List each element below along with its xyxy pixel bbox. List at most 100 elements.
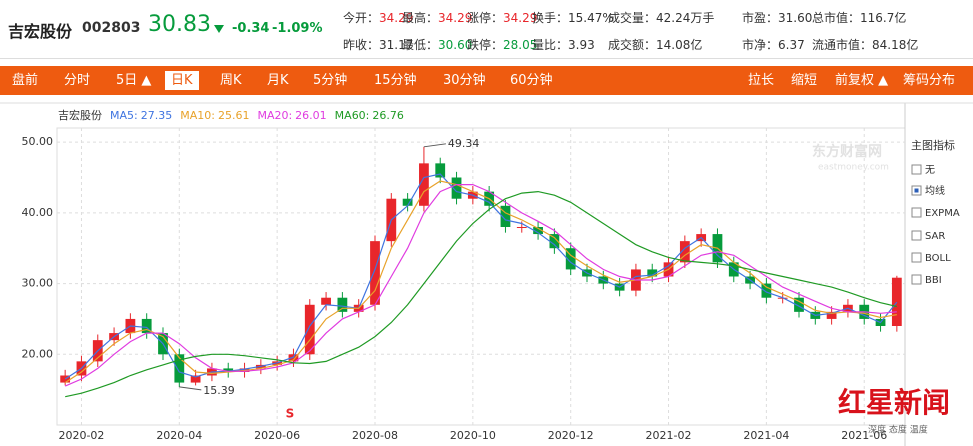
- legend-name: MA20:: [257, 109, 292, 122]
- stat-value: 31.17: [379, 38, 414, 52]
- y-tick-label: 30.00: [22, 277, 54, 290]
- stat-label: 涨停：: [467, 11, 504, 25]
- side-option: EXPMA: [925, 208, 960, 219]
- stat: 昨收：31.17: [343, 36, 413, 53]
- checkbox[interactable]: [911, 230, 922, 241]
- toolbar-button[interactable]: 前复权 ▲: [835, 73, 889, 88]
- legend-value: 27.35: [141, 109, 173, 122]
- toolbar-tab[interactable]: 盘前: [12, 73, 39, 88]
- stock-name: 吉宏股份: [8, 22, 73, 41]
- stat-value: 116.7亿: [860, 11, 907, 25]
- candle-body: [141, 318, 152, 334]
- toolbar-tab[interactable]: 15分钟: [374, 73, 417, 88]
- toolbar-tab[interactable]: 60分钟: [510, 73, 553, 88]
- stat-value: 6.37: [778, 38, 805, 52]
- candle-body: [190, 375, 201, 383]
- x-tick-label: 2020-10: [450, 429, 496, 442]
- candle-body: [125, 318, 136, 334]
- toolbar-tab[interactable]: 周K: [220, 73, 242, 88]
- candle-body: [565, 248, 576, 270]
- legend: 吉宏股份 MA5: 27.35 MA10: 25.61 MA20: 26.01 MA60: 26…: [58, 108, 404, 122]
- watermark-url: eastmoney.com: [818, 163, 889, 173]
- candle-body: [223, 368, 234, 372]
- candle-body: [598, 276, 609, 284]
- candle-body: [92, 340, 103, 362]
- watermark: 东方财富网: [812, 143, 882, 160]
- stat-value: 30.60: [438, 38, 473, 52]
- side-option: BOLL: [925, 253, 951, 264]
- stat: 成交额：14.08亿: [608, 36, 702, 53]
- stat: 市盈：31.60: [742, 9, 812, 26]
- stat-label: 昨收：: [343, 38, 380, 52]
- stat-label: 总市值：: [812, 11, 861, 25]
- toolbar-button[interactable]: 拉长: [748, 73, 775, 88]
- candle-body: [174, 354, 185, 383]
- checkbox[interactable]: [911, 164, 922, 175]
- stat: 流通市值：84.18亿: [812, 36, 918, 53]
- candle-body: [272, 361, 283, 365]
- stat-value: 31.60: [778, 11, 813, 25]
- stat-value: 3.93: [568, 38, 595, 52]
- candle-body: [582, 269, 592, 277]
- toolbar-tab[interactable]: 月K: [267, 73, 289, 88]
- stat-label: 成交额：: [608, 38, 657, 52]
- candle-body: [631, 269, 641, 291]
- candle-body: [712, 234, 723, 263]
- legend-name: MA60:: [335, 109, 370, 122]
- candle-body: [386, 198, 397, 242]
- price: 30.83: [148, 12, 211, 37]
- stat-value: 15.47%: [568, 11, 614, 25]
- x-tick-label: 2020-02: [58, 429, 104, 442]
- checkbox[interactable]: [911, 274, 922, 285]
- toolbar-tab[interactable]: 分时: [64, 73, 91, 88]
- checkbox[interactable]: [911, 207, 922, 218]
- stat: 最高：34.29: [402, 9, 472, 26]
- candle-body: [843, 304, 853, 312]
- toolbar-button[interactable]: 缩短: [791, 73, 818, 88]
- toolbar-tab[interactable]: 日K: [165, 71, 199, 90]
- ma-line: [65, 190, 897, 398]
- candle-body: [533, 227, 543, 235]
- annotation-leader: [179, 386, 202, 391]
- candle-body: [516, 227, 527, 228]
- candle-body: [614, 283, 625, 291]
- logo-slogan: 深度 态度 温度: [868, 424, 928, 436]
- candle-body: [435, 163, 446, 178]
- stat-value: 42.24万手: [656, 11, 715, 25]
- ma-line: [64, 173, 898, 380]
- stat: 今开：34.29: [343, 9, 413, 26]
- candle-body: [353, 304, 364, 312]
- candle-body: [745, 276, 755, 284]
- candle-body: [60, 375, 71, 383]
- checkbox[interactable]: [911, 185, 922, 196]
- candle-body: [239, 368, 250, 372]
- checkbox-mark: [914, 188, 919, 193]
- toolbar-button[interactable]: 筹码分布: [903, 73, 956, 88]
- side-title: 主图指标: [911, 138, 955, 152]
- legend-value: 26.76: [372, 109, 404, 122]
- candle-body: [337, 297, 348, 312]
- legend-name: MA10:: [180, 109, 215, 122]
- stat-label: 成交量：: [608, 11, 657, 25]
- signal-marker: S: [286, 407, 295, 421]
- stat-label: 最低：: [402, 38, 439, 52]
- candle-body: [109, 333, 119, 341]
- stat: 最低：30.60: [402, 36, 472, 53]
- candle-body: [304, 304, 315, 355]
- stat: 涨停：34.29: [467, 9, 537, 26]
- toolbar-tab[interactable]: 5分钟: [313, 73, 348, 88]
- stat: 换手：15.47%: [532, 9, 614, 26]
- stat-label: 今开：: [343, 11, 380, 25]
- side-option: 无: [925, 165, 935, 176]
- checkbox[interactable]: [911, 252, 922, 263]
- candle-body: [255, 364, 266, 369]
- candle-body: [370, 241, 380, 305]
- candle-body: [647, 269, 658, 277]
- candle-body: [728, 262, 739, 277]
- candle-body: [875, 318, 886, 326]
- toolbar-tab[interactable]: 30分钟: [443, 73, 486, 88]
- side-option: 均线: [925, 184, 945, 197]
- toolbar-tab[interactable]: 5日 ▲: [116, 73, 152, 88]
- y-tick-label: 40.00: [22, 206, 54, 219]
- candle-body: [451, 177, 462, 199]
